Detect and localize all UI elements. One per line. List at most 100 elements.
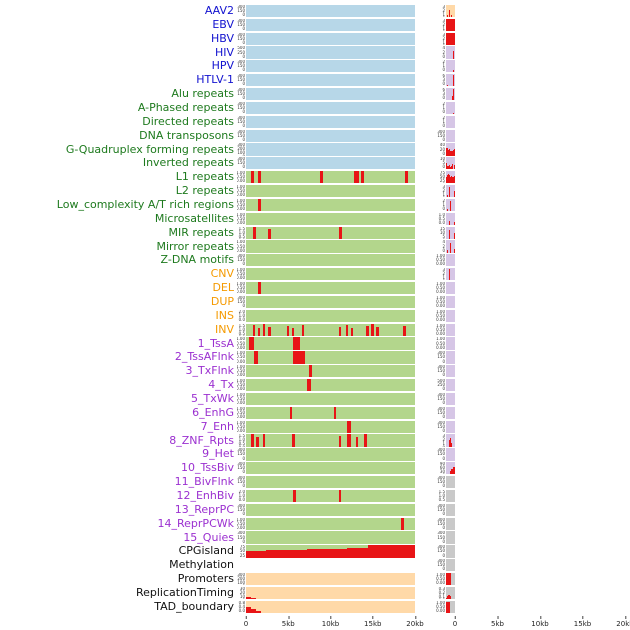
track-label: CPGisland (178, 545, 234, 558)
y-axis-ticks-left: 300 150 0 (237, 254, 245, 267)
track-label: 2_TssAFlnk (174, 351, 234, 364)
track-row: CPGisland 75 50 25 300 150 0 (0, 545, 630, 559)
track-mark (446, 602, 451, 613)
track-mark (453, 176, 455, 184)
track-panel-left (246, 240, 415, 253)
y-axis-ticks-left: 1.00 0.50 0.00 (237, 392, 245, 406)
y-axis-ticks-left (237, 559, 246, 571)
track-mark (454, 177, 455, 184)
track-mark (293, 489, 296, 503)
y-axis-ticks-right: 1.00 0.50 0.00 (436, 600, 445, 613)
track-panel-left (246, 573, 415, 586)
y-axis-ticks-left: 300 150 0 (237, 531, 245, 544)
y-axis-ticks-right: 3210 (442, 32, 445, 45)
track-label: TAD_boundary (154, 600, 234, 613)
track-panel-left (246, 254, 415, 267)
track-row: INS 2.0 1.0 0.0 1.00 0.50 0.00 (0, 309, 630, 323)
x-axis-tick-label: 0 (243, 616, 249, 628)
track-panel-left (246, 282, 415, 295)
track-mark (256, 436, 259, 447)
track-mark (256, 610, 262, 613)
track-label: L2 repeats (175, 185, 234, 198)
y-axis-ticks-right: 300 150 0 (437, 531, 445, 544)
y-axis-ticks-left: 1.51.00.50.0 (238, 226, 245, 239)
track-mark (306, 379, 312, 392)
track-panel-left (246, 503, 415, 516)
track-row: 6_EnhG 1.00 0.50 0.00 300 150 0 (0, 406, 630, 420)
x-axis-tick-label: 20kb (616, 616, 630, 628)
track-row: Promoters3002001000 1.000.500.00 (0, 572, 630, 586)
track-mark (371, 323, 374, 336)
track-panel-right (446, 87, 455, 101)
y-axis-ticks-left: 1.00 0.50 0.00 (237, 240, 245, 253)
x-axis-tick-label: 10kb (321, 616, 340, 628)
y-axis-ticks-right: 10 5 0 (439, 157, 445, 170)
track-mark (448, 596, 450, 600)
y-axis-ticks-left: 75 50 25 (239, 545, 245, 558)
track-panel-left (246, 600, 415, 613)
track-mark (450, 177, 451, 184)
track-mark (448, 176, 450, 184)
track-mark (293, 351, 306, 364)
track-row: Microsatellites 1.00 0.50 0.00 1.0 0.5 0.0 (0, 212, 630, 226)
y-axis-ticks-right: 300 150 0 (437, 420, 445, 433)
track-label: 11_BivFlnk (174, 476, 234, 489)
track-panel-right (446, 129, 455, 142)
track-row: INV 1.51.00.50.0 1.000.500.00 (0, 323, 630, 337)
track-panel-right (446, 351, 455, 364)
track-panel-left (246, 351, 415, 364)
track-panel-left (246, 101, 415, 115)
track-mark (262, 434, 266, 447)
track-mark (450, 176, 452, 184)
track-row: 15_Quies 300 150 0 300 150 0 (0, 531, 630, 545)
track-panel-right (446, 226, 455, 239)
track-label: 8_ZNF_Rpts (169, 434, 234, 447)
track-label: HPV (211, 60, 234, 73)
track-panel-left (246, 545, 415, 558)
track-mark (308, 365, 312, 378)
track-label: DNA transposons (139, 129, 234, 142)
track-panel-right (446, 545, 455, 558)
track-mark (446, 18, 455, 31)
y-axis-ticks-right: 300 150 0 (437, 392, 445, 406)
y-axis-ticks-left: 300 150 0 (237, 101, 245, 115)
y-axis-ticks-right: 300 150 0 (437, 406, 445, 419)
y-axis-ticks-right: 7550250 (439, 171, 445, 184)
track-mark (452, 467, 455, 475)
track-row: 8_ZNF_Rpts 1.51.00.50.0 3210 (0, 434, 630, 448)
track-label: INS (215, 309, 234, 322)
track-mark (251, 609, 257, 613)
track-mark (251, 434, 254, 447)
x-axis-left: 0 5kb 10kb 15kb 20kb (243, 616, 424, 630)
track-label: MIR repeats (168, 226, 234, 239)
track-mark (446, 176, 447, 184)
track-panel-left (246, 143, 415, 156)
track-row: 11_BivFlnk 300 150 0 300 150 0 (0, 475, 630, 489)
track-panel-right (446, 531, 455, 544)
track-panel-right (446, 309, 455, 322)
track-mark (449, 438, 451, 447)
track-panel-left (246, 87, 415, 101)
y-axis-ticks-right: 3210 (442, 185, 445, 197)
track-panel-left (246, 392, 415, 406)
track-panel-left (246, 586, 415, 600)
track-row: 2_TssAFlnk 1.00 0.50 0.00 300 150 0 (0, 350, 630, 364)
track-row: DUP 300 150 0 1.00 0.50 0.00 (0, 295, 630, 309)
y-axis-ticks-left: 2.0 1.0 0.0 (238, 309, 245, 322)
track-mark (320, 171, 323, 184)
track-panel-left (246, 74, 415, 87)
track-row: Directed repeats 300 150 0 2 1 0 (0, 115, 630, 129)
track-panel-right (446, 46, 455, 59)
track-panel-right (446, 268, 455, 281)
track-label: 7_Enh (200, 420, 234, 433)
track-mark (360, 171, 365, 184)
track-mark (246, 596, 252, 600)
track-panel-left (246, 157, 415, 170)
y-axis-ticks-right: 1.00 0.50 0.00 (436, 573, 445, 586)
track-row: Methylation 300 150 0 (0, 558, 630, 572)
track-row: Alu repeats 300 150 0 6 3 0 (0, 87, 630, 101)
track-label: HBV (210, 32, 234, 45)
y-axis-ticks-right: 300 150 0 (437, 559, 445, 572)
track-mark (347, 548, 368, 558)
